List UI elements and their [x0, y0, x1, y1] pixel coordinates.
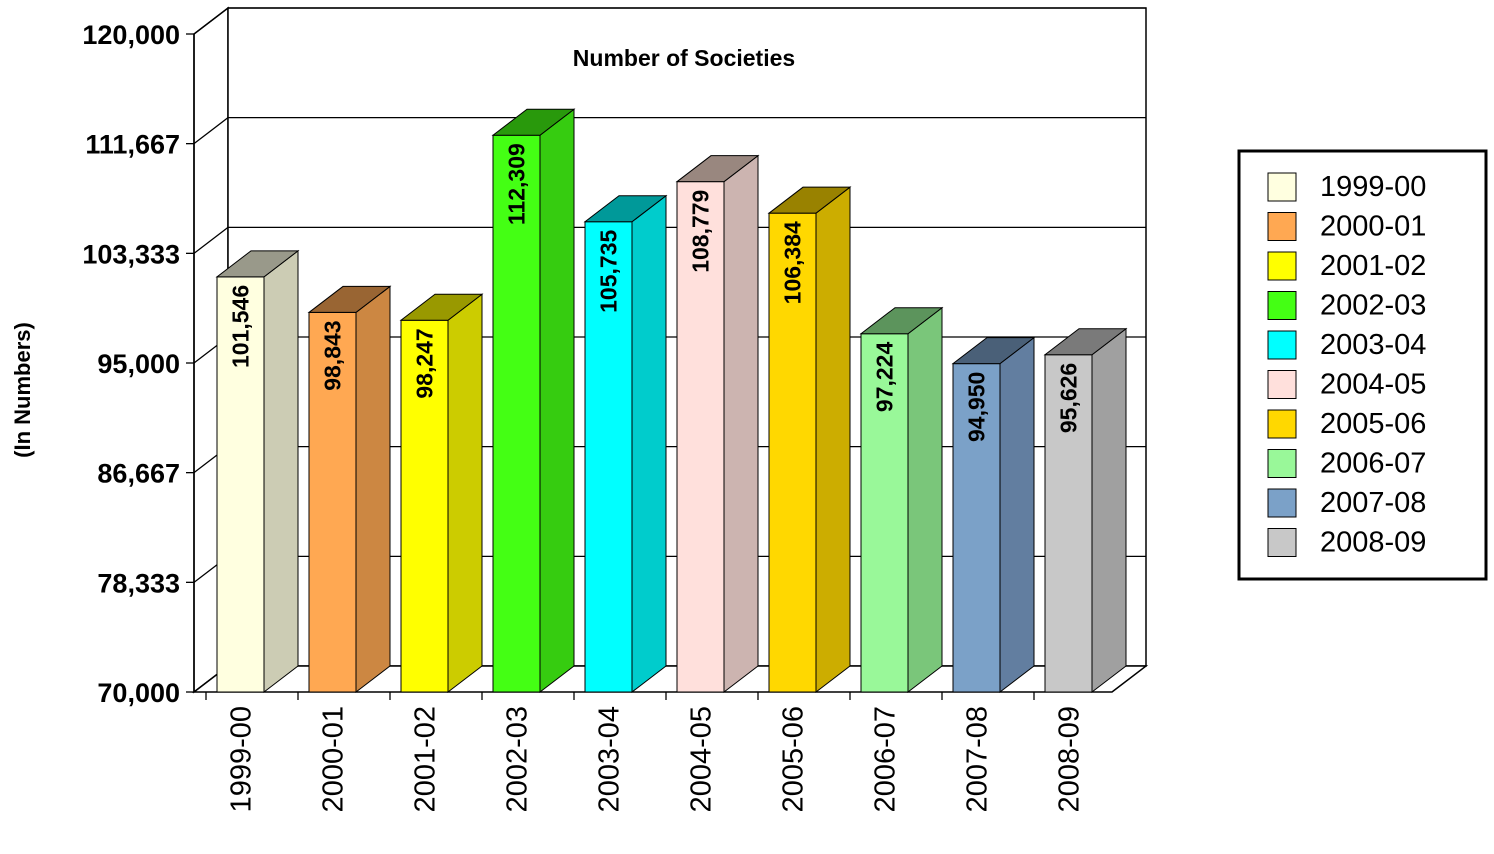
data-label: 98,843: [320, 320, 346, 390]
bar-2006-07: 97,224: [859, 306, 944, 694]
bar-top: [491, 108, 576, 136]
bar-side: [539, 108, 575, 694]
x-tick-label: 2008-09: [1054, 706, 1086, 812]
bar-2008-09: 95,626: [1043, 327, 1128, 694]
legend-label: 2002-03: [1320, 290, 1426, 322]
bar-front: [1044, 354, 1093, 693]
bar-side: [631, 194, 667, 694]
data-label: 112,309: [504, 143, 530, 225]
legend-swatch: [1267, 172, 1297, 202]
bar-top: [215, 250, 300, 278]
bar-1999-00: 101,546: [215, 249, 300, 694]
bar-front: [400, 319, 449, 693]
bar-2001-02: 98,247: [399, 293, 484, 694]
data-label: 105,735: [596, 230, 622, 313]
legend-swatch: [1267, 488, 1297, 518]
bar-side: [999, 336, 1035, 694]
data-label: 101,546: [228, 285, 254, 368]
bar-2003-04: 105,735: [583, 194, 668, 694]
y-axis-label: (In Numbers): [10, 322, 35, 458]
bar-top: [951, 337, 1036, 365]
legend-swatch: [1267, 330, 1297, 360]
y-tick-label: 111,667: [85, 130, 180, 160]
bar-2002-03: 112,309: [491, 108, 576, 694]
y-tick-label: 78,333: [97, 568, 180, 598]
legend-label: 2003-04: [1320, 329, 1426, 361]
chart-title: Number of Societies: [573, 45, 795, 71]
bar-top: [1043, 328, 1128, 356]
x-tick-label: 2001-02: [410, 706, 442, 812]
y-tick-label: 86,667: [97, 459, 180, 489]
legend-swatch: [1267, 409, 1297, 439]
data-label: 98,247: [412, 328, 438, 398]
gridline-side: [193, 7, 229, 35]
data-label: 108,779: [688, 190, 714, 273]
legend-label: 2008-09: [1320, 527, 1426, 559]
data-label: 97,224: [872, 342, 898, 413]
legend-label: 1999-00: [1320, 171, 1426, 203]
bar-top: [307, 285, 392, 313]
x-axis-ticks: 1999-00 2000-01 2001-02 2002-03 2003-04 2004-…: [205, 692, 1086, 812]
legend-swatch: [1267, 291, 1297, 320]
data-label: 106,384: [780, 221, 806, 304]
gridline-side: [193, 226, 229, 254]
x-tick-label: 2004-05: [686, 706, 718, 812]
bar-2004-05: 108,779: [675, 154, 760, 694]
y-tick-label: 95,000: [97, 349, 180, 379]
x-tick-label: 2003-04: [594, 706, 626, 812]
y-tick-label: 103,333: [82, 239, 180, 269]
bar-top: [859, 307, 944, 335]
bar-top: [583, 195, 668, 223]
bar-side: [815, 186, 851, 694]
bar-top: [675, 155, 760, 183]
legend-swatch: [1267, 251, 1297, 281]
bar-2005-06: 106,384: [767, 186, 852, 694]
bar-front: [492, 134, 541, 693]
legend-label: 2007-08: [1320, 487, 1426, 519]
x-tick-label: 2002-03: [502, 706, 534, 812]
legend-swatch: [1267, 528, 1297, 557]
y-tick-label: 70,000: [97, 678, 180, 708]
legend-label: 2001-02: [1320, 250, 1426, 282]
bars: 101,546 98,843 98,247 112,309 105,735 108,779…: [215, 108, 1128, 694]
bar-front: [584, 221, 633, 693]
legend-swatch: [1267, 370, 1297, 399]
data-label: 95,626: [1056, 363, 1082, 433]
legend-label: 2005-06: [1320, 408, 1426, 440]
bar-front: [768, 212, 817, 693]
bar-top: [399, 293, 484, 321]
bar-front: [308, 311, 357, 693]
y-tick-label: 120,000: [82, 20, 180, 50]
bar-2007-08: 94,950: [951, 336, 1036, 694]
x-tick-label: 2006-07: [870, 706, 902, 812]
x-tick-label: 2005-06: [778, 706, 810, 812]
legend-label: 2004-05: [1320, 369, 1426, 401]
data-label: 94,950: [964, 372, 990, 442]
bar-top: [767, 186, 852, 214]
x-tick-label: 1999-00: [226, 706, 258, 812]
legend-label: 2000-01: [1320, 211, 1426, 243]
legend: 1999-00 2000-01 2001-02 2002-03 2003-04 2004-…: [1237, 149, 1488, 581]
legend-swatch: [1267, 212, 1297, 241]
legend-label: 2006-07: [1320, 448, 1426, 480]
x-tick-label: 2000-01: [318, 706, 350, 812]
bar-side: [447, 293, 483, 694]
bar-side: [907, 306, 943, 694]
y-axis-ticks: 70,000 78,333 86,667 95,000 103,333 111,667 12…: [82, 20, 195, 708]
bar-side: [723, 154, 759, 694]
bar-front: [860, 333, 909, 693]
gridline-side: [193, 117, 229, 145]
legend-swatch: [1267, 449, 1297, 478]
bar-side: [263, 249, 299, 694]
x-tick-label: 2007-08: [962, 706, 994, 812]
bar-side: [1091, 327, 1127, 694]
bar-2000-01: 98,843: [307, 285, 392, 694]
bar-side: [355, 285, 391, 694]
